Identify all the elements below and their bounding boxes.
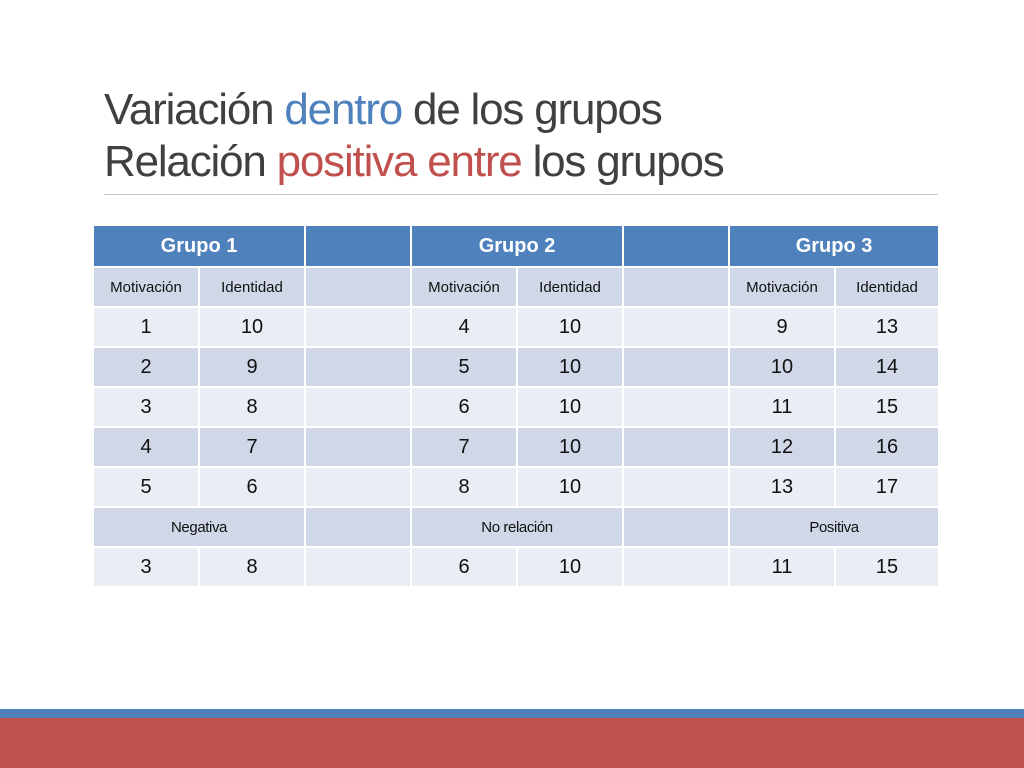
table-cell: 5 [92,466,200,508]
table-cell: 10 [516,466,625,508]
table-cell: 1 [92,306,200,348]
sub-header: Identidad [197,266,307,308]
table-cell: 6 [410,546,519,588]
spacer-cell [622,266,731,308]
footer-bar-blue [0,709,1024,718]
relation-label: Positiva [728,506,941,548]
group-header: Grupo 2 [410,224,625,268]
table-row: 2 9 5 10 10 14 [92,346,941,388]
sub-header: Identidad [834,266,941,308]
spacer-cell [622,346,731,388]
spacer-cell [622,506,731,548]
title-1-highlight: dentro [284,85,403,134]
table-cell: 5 [410,346,519,388]
table-cell: 11 [728,546,837,588]
table-cell: 8 [197,546,307,588]
table-cell: 15 [834,546,941,588]
table-cell: 9 [197,346,307,388]
table-row: 5 6 8 10 13 17 [92,466,941,508]
table-cell: 10 [728,346,837,388]
table-cell: 4 [410,306,519,348]
table-cell: 13 [834,306,941,348]
table-cell: 10 [516,346,625,388]
table-cell: 10 [516,306,625,348]
table-cell: 10 [516,426,625,468]
table-row: 3 8 6 10 11 15 [92,386,941,428]
group-header-row: Grupo 1 Grupo 2 Grupo 3 [91,224,941,268]
table-cell: 15 [834,386,941,428]
relation-label: No relación [410,506,625,548]
table-cell: 4 [92,426,200,468]
table-cell: 7 [410,426,519,468]
table-cell: 6 [197,466,307,508]
spacer-cell [304,346,413,388]
title-1-part-c: de los grupos [401,85,663,134]
table-cell: 10 [197,306,307,348]
table-cell: 8 [197,386,307,428]
spacer-cell [304,506,413,548]
relation-label: Negativa [91,506,307,548]
spacer-cell [622,546,731,588]
table-cell: 10 [516,386,625,428]
group-header: Grupo 3 [728,224,941,268]
spacer-cell [304,224,413,268]
table-cell: 11 [728,386,837,428]
table-cell: 3 [92,386,200,428]
spacer-cell [622,466,731,508]
spacer-cell [622,306,731,348]
spacer-cell [304,426,413,468]
spacer-cell [304,386,413,428]
title-2-highlight: positiva entre [276,137,523,186]
sub-header: Identidad [516,266,625,308]
spacer-cell [304,466,413,508]
spacer-cell [304,266,413,308]
title-2-part-c: los grupos [521,137,725,186]
title-divider [104,194,938,195]
sub-header-row: Motivación Identidad Motivación Identida… [92,266,941,308]
footer-bar-red [0,718,1024,768]
sub-header: Motivación [728,266,837,308]
spacer-cell [622,426,731,468]
summary-row: 3 8 6 10 11 15 [92,546,941,588]
table-row: 4 7 7 10 12 16 [92,426,941,468]
title-2-part-a: Relación [104,137,277,186]
table-cell: 17 [834,466,941,508]
spacer-cell [622,386,731,428]
title-1-part-a: Variación [104,85,285,134]
table-cell: 9 [728,306,837,348]
table-cell: 12 [728,426,837,468]
table-cell: 7 [197,426,307,468]
table-cell: 13 [728,466,837,508]
sub-header: Motivación [410,266,519,308]
group-header: Grupo 1 [91,224,307,268]
relation-label-row: Negativa No relación Positiva [91,506,941,548]
spacer-cell [304,306,413,348]
title-line-1: Variación dentro de los grupos [104,84,724,136]
slide-title: Variación dentro de los grupos Relación … [104,84,725,188]
table-row: 1 10 4 10 9 13 [92,306,941,348]
table-cell: 10 [516,546,625,588]
table-cell: 16 [834,426,941,468]
title-line-2: Relación positiva entre los grupos [104,136,725,188]
spacer-cell [304,546,413,588]
table-cell: 3 [92,546,200,588]
table-cell: 8 [410,466,519,508]
data-table: Grupo 1 Grupo 2 Grupo 3 Motivación Ident… [91,224,941,588]
table-cell: 2 [92,346,200,388]
table-cell: 6 [410,386,519,428]
table-cell: 14 [834,346,941,388]
sub-header: Motivación [92,266,200,308]
spacer-cell [622,224,731,268]
